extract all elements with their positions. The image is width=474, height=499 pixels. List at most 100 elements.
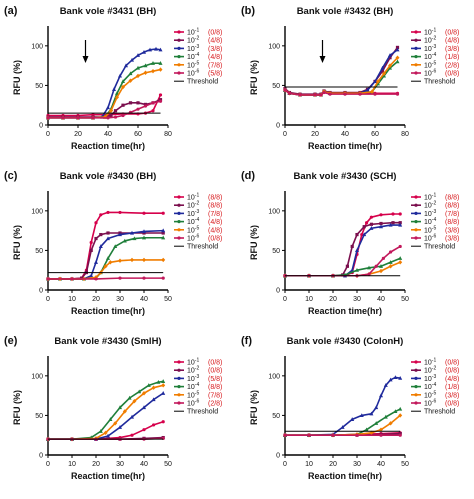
data-point	[118, 425, 122, 429]
data-point	[108, 417, 113, 421]
legend-entry: 10-2 (8/8)	[411, 201, 459, 210]
series-line	[48, 94, 162, 117]
data-point	[121, 79, 125, 84]
legend-swatch-marker	[177, 228, 181, 232]
data-point	[103, 264, 108, 269]
legend-label: Threshold	[424, 244, 455, 251]
data-point	[379, 213, 383, 217]
data-point	[128, 101, 133, 105]
data-point	[94, 260, 98, 264]
data-point	[143, 104, 148, 108]
x-tick-label: 50	[401, 461, 409, 468]
legend-base: 10	[187, 376, 195, 383]
data-point	[389, 250, 393, 254]
legend-label: 10-5	[187, 60, 199, 69]
data-point	[128, 78, 133, 83]
data-point	[106, 236, 110, 241]
data-point	[128, 71, 133, 76]
data-point	[379, 221, 383, 226]
data-point	[398, 244, 402, 249]
legend-exponent: -6	[195, 234, 200, 240]
data-point	[367, 272, 371, 276]
legend-base: 10	[424, 368, 432, 375]
legend-count: (2/8)	[208, 401, 222, 408]
data-point	[136, 101, 140, 105]
data-point	[113, 244, 118, 249]
data-point	[142, 276, 146, 280]
legend-count: (0/8)	[208, 368, 222, 375]
data-point	[355, 248, 359, 253]
legend-label: 10-2	[187, 36, 199, 45]
legend-exponent: -5	[195, 225, 200, 231]
data-point	[382, 71, 386, 76]
data-point	[398, 406, 403, 411]
legend-base: 10	[424, 401, 432, 408]
legend-count: (4/8)	[208, 38, 222, 45]
legend-count: (4/8)	[208, 227, 222, 234]
legend-label: 10-4	[424, 52, 436, 61]
x-tick-label: 30	[353, 461, 361, 468]
panel-letter: (f)	[241, 335, 252, 347]
data-point	[388, 53, 392, 57]
data-point	[388, 63, 392, 68]
x-tick-label: 40	[104, 131, 112, 138]
data-point	[161, 391, 166, 395]
y-tick-label: 0	[276, 123, 280, 130]
y-axis-label: RFU (%)	[249, 390, 259, 425]
data-point	[151, 101, 155, 105]
data-point	[130, 57, 134, 62]
legend-exponent: -3	[432, 209, 437, 215]
data-point	[395, 47, 400, 52]
y-tick-label: 50	[272, 413, 280, 420]
legend-entry: Threshold	[174, 409, 218, 416]
data-point	[136, 73, 140, 79]
data-point	[118, 210, 122, 215]
x-tick-label: 30	[116, 461, 124, 468]
x-tick-label: 0	[283, 131, 287, 138]
legend-count: (0/8)	[445, 71, 459, 78]
legend-base: 10	[187, 368, 195, 375]
x-tick-label: 50	[164, 461, 172, 468]
legend-entry: 10-2 (0/8)	[174, 366, 222, 375]
data-point	[395, 59, 400, 64]
data-point	[398, 260, 403, 265]
x-tick-label: 0	[46, 131, 50, 138]
legend-exponent: -3	[432, 44, 437, 50]
legend-exponent: -2	[195, 36, 200, 42]
legend-entry: Threshold	[174, 244, 218, 251]
legend-count: (0/8)	[208, 360, 222, 367]
legend-label: Threshold	[187, 244, 218, 251]
legend-swatch-marker	[414, 203, 418, 207]
panel-5: (e) Bank vole #3430 (SmlH) 0 50 100 0 10 20 30 40…	[4, 335, 222, 481]
legend-exponent: -1	[432, 193, 437, 199]
x-tick-label: 0	[46, 461, 50, 468]
data-point	[122, 409, 127, 414]
legend-label: 10-5	[424, 225, 436, 234]
data-point	[151, 68, 155, 74]
x-tick-label: 10	[305, 296, 313, 303]
legend-swatch-marker	[177, 55, 181, 59]
legend-label: 10-1	[187, 193, 199, 202]
chart-title: Bank vole #3430 (ColonH)	[287, 336, 404, 347]
legend-count: (8/8)	[208, 203, 222, 210]
legend-entry: 10-5 (7/8)	[174, 390, 222, 399]
data-point	[109, 108, 113, 113]
data-point	[115, 91, 119, 95]
data-point	[358, 92, 362, 96]
legend-base: 10	[187, 38, 195, 45]
x-tick-label: 40	[377, 296, 385, 303]
panel-1: (a) Bank vole #3431 (BH) 0 50 100 0 20 40 60 80 Re…	[4, 5, 222, 151]
legend-swatch-marker	[414, 368, 418, 372]
data-point	[369, 226, 374, 230]
x-tick-label: 10	[68, 461, 76, 468]
legend-base: 10	[187, 30, 195, 37]
y-tick-label: 50	[35, 413, 43, 420]
data-point	[376, 79, 380, 84]
legend-entry: 10-1 (0/8)	[411, 28, 459, 37]
data-point	[118, 258, 122, 263]
data-point	[76, 116, 80, 120]
x-tick-label: 50	[401, 296, 409, 303]
data-point	[322, 90, 326, 95]
data-point	[379, 268, 383, 274]
legend-exponent: -1	[432, 358, 437, 364]
